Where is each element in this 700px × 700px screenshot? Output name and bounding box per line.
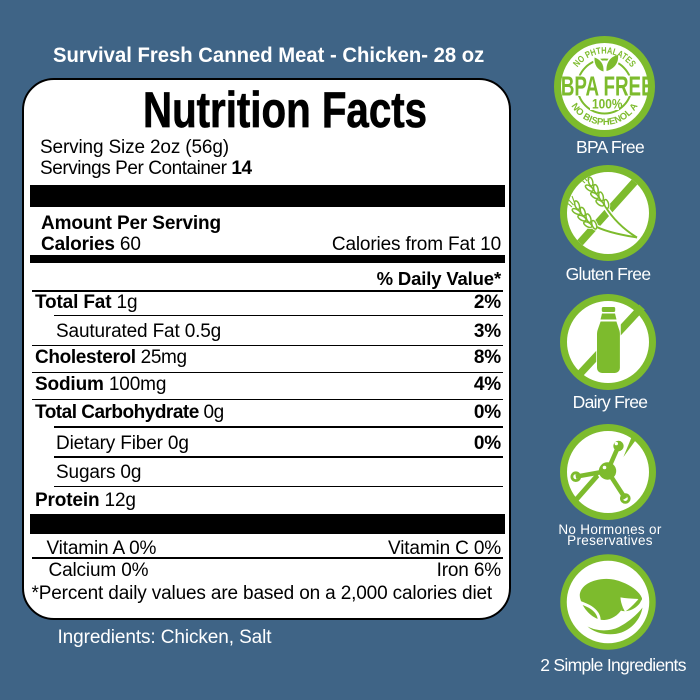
svg-text:100%: 100% (592, 96, 623, 112)
svg-text:BPA FREE: BPA FREE (561, 71, 654, 103)
